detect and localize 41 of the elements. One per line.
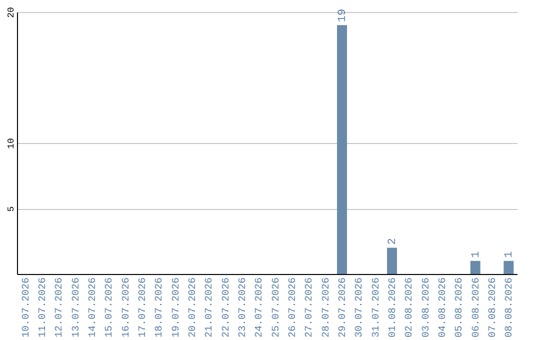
- bar: [387, 248, 397, 274]
- x-tick-label: 24.07.2026: [254, 278, 266, 338]
- x-tick-label: 08.08.2026: [504, 278, 516, 338]
- x-tick-label: 01.08.2026: [388, 278, 399, 338]
- x-tick-label: 31.07.2026: [371, 278, 382, 338]
- x-tick-label: 23.07.2026: [238, 278, 249, 338]
- x-tick-label: 05.08.2026: [454, 278, 466, 338]
- x-tick-label: 29.07.2026: [338, 278, 349, 338]
- x-tick-label: 26.07.2026: [288, 278, 299, 338]
- data-label: 2: [387, 238, 399, 245]
- x-tick-label: 17.07.2026: [138, 278, 149, 338]
- x-tick-label: 10.07.2026: [21, 278, 32, 338]
- x-tick-label: 19.07.2026: [171, 278, 182, 338]
- x-tick-label: 07.08.2026: [488, 278, 499, 338]
- x-tick-label: 04.08.2026: [438, 278, 449, 338]
- x-tick-label: 11.07.2026: [38, 278, 49, 338]
- x-tick-label: 18.07.2026: [154, 278, 166, 338]
- y-tick-label: 20: [6, 7, 16, 18]
- x-tick-label: 21.07.2026: [204, 278, 216, 338]
- data-label: 1: [504, 250, 516, 258]
- x-tick-label: 13.07.2026: [71, 278, 82, 338]
- x-tick-label: 16.07.2026: [121, 278, 132, 338]
- x-tick-label: 12.07.2026: [54, 278, 66, 338]
- x-tick-label: 15.07.2026: [104, 278, 116, 338]
- x-tick-label: 28.07.2026: [321, 278, 332, 338]
- x-tick-label: 02.08.2026: [404, 278, 416, 338]
- bar: [337, 25, 347, 274]
- x-tick-label: 27.07.2026: [304, 278, 316, 338]
- y-tick-label: 5: [6, 206, 16, 212]
- y-tick-label: 10: [6, 138, 16, 149]
- x-tick-label: 25.07.2026: [271, 278, 282, 338]
- x-tick-label: 03.08.2026: [421, 278, 432, 338]
- data-label: 1: [470, 250, 482, 258]
- x-tick-label: 06.08.2026: [471, 278, 482, 338]
- data-label: 19: [337, 8, 349, 22]
- x-tick-label: 30.07.2026: [354, 278, 366, 338]
- bar: [504, 260, 514, 274]
- x-tick-label: 14.07.2026: [88, 278, 99, 338]
- x-tick-label: 22.07.2026: [221, 278, 232, 338]
- bar: [470, 260, 480, 274]
- x-tick-label: 20.07.2026: [188, 278, 199, 338]
